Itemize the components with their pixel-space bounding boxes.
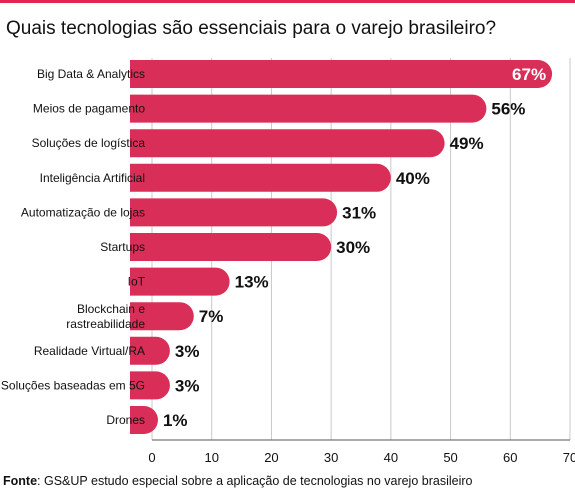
bar: [130, 60, 553, 88]
source-label: Fonte: [3, 474, 38, 488]
source-text: : GS&UP estudo especial sobre a aplicaçã…: [37, 474, 473, 488]
x-tick-label: 40: [384, 450, 398, 465]
value-label: 31%: [342, 203, 376, 222]
category-label: Soluções baseadas em 5G: [1, 378, 145, 392]
category-label: Automatização de lojas: [21, 205, 145, 219]
x-tick-label: 60: [503, 450, 517, 465]
x-tick-label: 0: [148, 450, 155, 465]
x-tick-label: 70: [563, 450, 575, 465]
category-label: Big Data & Analytics: [37, 67, 145, 81]
value-label: 13%: [235, 273, 269, 292]
category-label: Startups: [100, 240, 145, 254]
category-labels: Big Data & Analytics Meios de pagamento So…: [1, 67, 146, 427]
bar: [130, 94, 487, 123]
category-label: Inteligência Artificial: [40, 171, 145, 185]
bar: [130, 406, 158, 435]
x-tick-label: 50: [443, 450, 457, 465]
value-label: 40%: [396, 169, 430, 188]
bar: [130, 129, 445, 158]
value-label: 56%: [491, 100, 525, 119]
bar: [130, 336, 170, 365]
chart-title: Quais tecnologias são essenciais para o …: [6, 18, 497, 39]
category-label: Drones: [106, 413, 145, 427]
value-label: 3%: [175, 376, 200, 395]
category-label: Soluções de logística: [32, 136, 146, 150]
bar: [130, 233, 332, 261]
value-labels: 67% 56% 49% 40% 31% 30% 13% 7% 3% 3% 1%: [163, 65, 546, 430]
value-label: 1%: [163, 411, 188, 430]
value-label: 7%: [199, 307, 224, 326]
value-label: 67%: [512, 65, 546, 84]
bar: [130, 371, 170, 400]
x-axis-ticks: 0 10 20 30 40 50 60 70: [148, 450, 575, 465]
x-tick-label: 20: [264, 450, 278, 465]
category-label: Blockchain e rastreabilidade: [66, 302, 145, 331]
value-label: 30%: [336, 238, 370, 257]
x-tick-label: 30: [324, 450, 338, 465]
value-label: 49%: [450, 134, 484, 153]
bar: [130, 267, 230, 296]
bar: [130, 198, 338, 227]
category-label: Realidade Virtual/RA: [34, 344, 145, 358]
bar: [130, 302, 194, 331]
category-label: IoT: [128, 275, 146, 289]
source-note: Fonte: GS&UP estudo especial sobre a apl…: [3, 474, 472, 488]
category-label: Meios de pagamento: [33, 102, 145, 116]
x-tick-label: 10: [204, 450, 218, 465]
value-label: 3%: [175, 342, 200, 361]
bar: [130, 163, 391, 192]
bars: [130, 60, 553, 435]
top-rule: [0, 0, 575, 3]
